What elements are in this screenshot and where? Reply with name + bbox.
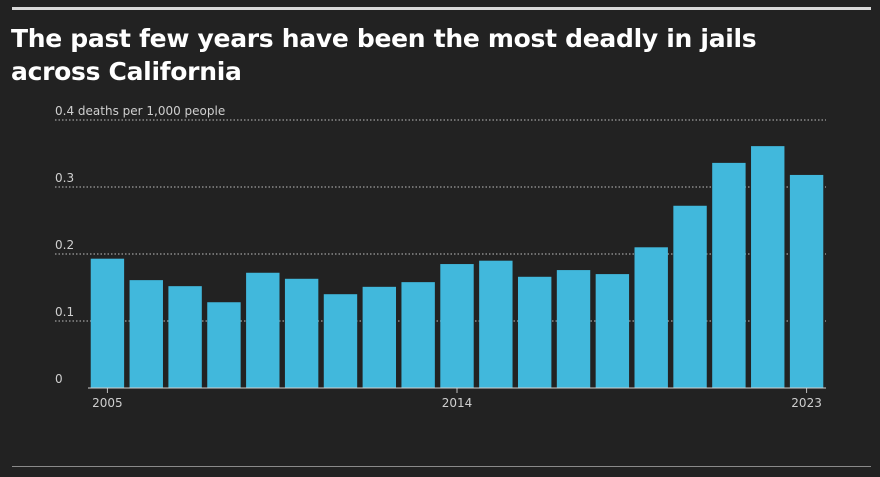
y-tick-label: 0.1 <box>55 305 74 319</box>
bar <box>479 260 513 388</box>
bar <box>284 278 319 388</box>
bar <box>556 270 591 388</box>
top-rule <box>12 7 871 10</box>
bar <box>401 282 435 388</box>
y-tick-label: 0.2 <box>55 238 74 252</box>
bar <box>323 294 358 388</box>
bar <box>168 286 202 388</box>
bar <box>517 276 552 388</box>
bar <box>129 280 163 388</box>
bar <box>440 264 474 388</box>
bar <box>90 258 125 388</box>
bar <box>595 274 630 388</box>
y-tick-label: 0.3 <box>55 171 74 185</box>
bar <box>751 146 785 388</box>
bottom-rule <box>12 466 871 467</box>
y-tick-label: 0.4 deaths per 1,000 people <box>55 104 225 118</box>
x-tick-label: 2005 <box>92 396 123 410</box>
bar <box>673 205 707 388</box>
chart-title: The past few years have been the most de… <box>11 24 757 86</box>
bar <box>712 162 746 388</box>
bar <box>362 286 397 388</box>
bar <box>246 272 280 388</box>
x-tick-label: 2014 <box>442 396 473 410</box>
bar <box>634 247 668 388</box>
bar <box>789 174 824 388</box>
y-tick-label: 0 <box>55 372 63 386</box>
x-tick-label: 2023 <box>791 396 822 410</box>
bar <box>207 302 241 388</box>
